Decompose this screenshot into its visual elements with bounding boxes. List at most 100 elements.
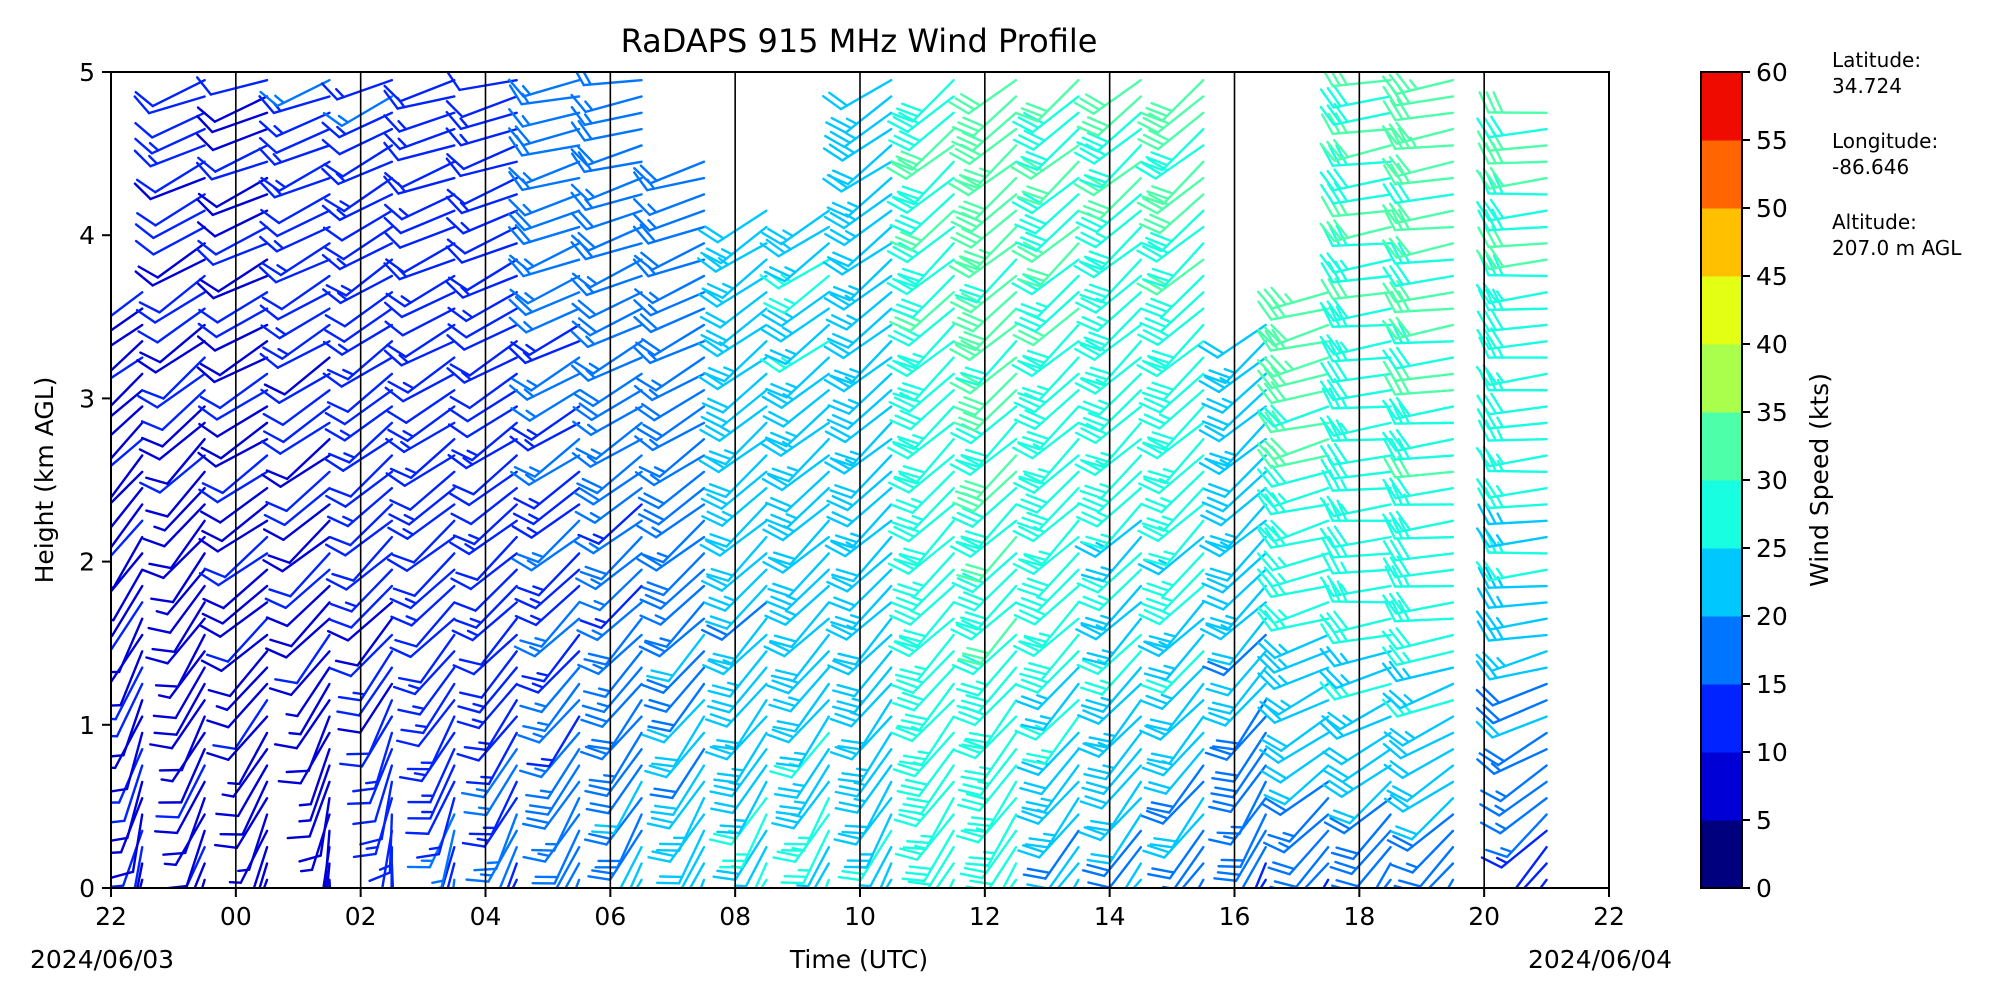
wind-barb (1381, 644, 1455, 667)
wind-barb (636, 405, 706, 442)
wind-barb (1138, 454, 1205, 495)
wind-barb (703, 568, 768, 612)
wind-barb (1015, 568, 1080, 613)
wind-barb (700, 601, 768, 641)
wind-barb (1476, 619, 1548, 642)
wind-barb (196, 193, 269, 217)
wind-barb (634, 274, 706, 305)
colorbar-tick-label: 25 (1756, 534, 1788, 563)
wind-barb (286, 780, 331, 840)
wind-barb (133, 846, 144, 888)
wind-barb (261, 242, 331, 277)
wind-barb (1476, 392, 1548, 416)
wind-barb (511, 356, 581, 392)
wind-barb (1203, 454, 1267, 498)
wind-barb (1138, 193, 1205, 235)
wind-barb (713, 731, 768, 784)
wind-barb (195, 160, 269, 181)
wind-barb (898, 764, 955, 815)
wind-barb (894, 813, 955, 861)
wind-barb (396, 699, 456, 748)
wind-barb (1200, 486, 1267, 527)
wind-barb (766, 650, 830, 695)
wind-barb (1217, 813, 1267, 869)
wind-barb (1257, 437, 1330, 461)
wind-barb (449, 519, 518, 556)
wind-barb (572, 389, 643, 422)
wind-barb (1476, 748, 1548, 775)
wind-barb (394, 601, 456, 648)
wind-barb (258, 127, 331, 154)
wind-barb (576, 454, 643, 495)
wind-barb (111, 438, 144, 468)
wind-barb (509, 274, 581, 305)
wind-barb (522, 682, 581, 732)
wind-barb (508, 193, 581, 217)
wind-barb (649, 748, 706, 800)
wind-barb (1204, 715, 1267, 761)
wind-barb (1136, 258, 1205, 296)
wind-barb (571, 438, 643, 468)
wind-barb (583, 797, 643, 846)
wind-barb (263, 356, 331, 396)
wind-barb (329, 633, 394, 678)
wind-barb (516, 519, 581, 564)
wind-barb (446, 72, 518, 92)
wind-barb (1475, 282, 1548, 305)
wind-barb (386, 389, 456, 424)
wind-barb (1078, 176, 1143, 221)
wind-barb (111, 307, 144, 332)
wind-barb (960, 731, 1018, 782)
wind-barb (1328, 780, 1392, 825)
wind-barb (1382, 682, 1455, 710)
wind-barb (570, 176, 643, 202)
wind-barb (1476, 476, 1548, 499)
wind-barb (571, 307, 643, 337)
wind-barb (111, 699, 144, 758)
colorbar-tick-label: 15 (1756, 670, 1788, 699)
wind-barb (1381, 154, 1455, 178)
wind-barb (572, 405, 643, 437)
wind-barb (346, 748, 394, 805)
wind-barb (446, 862, 456, 888)
wind-barb (1014, 209, 1080, 252)
wind-barb (1489, 846, 1548, 888)
wind-barb (1303, 862, 1330, 888)
wind-barb (198, 470, 269, 504)
wind-barb (901, 829, 955, 883)
wind-barb (825, 95, 893, 134)
wind-barb (133, 144, 206, 168)
wind-barb (389, 617, 456, 659)
wind-barb (111, 666, 144, 721)
x-tick-label: 16 (1219, 902, 1251, 931)
wind-barb (145, 470, 206, 518)
wind-barb (385, 454, 456, 487)
wind-barb (765, 356, 830, 399)
wind-barb (892, 731, 955, 778)
wind-barb (892, 552, 955, 598)
y-tick-label: 4 (79, 221, 95, 250)
wind-barb (215, 764, 269, 818)
wind-barb (1199, 601, 1267, 641)
wind-barb (633, 307, 706, 334)
wind-barb (766, 438, 830, 483)
wind-barb (594, 813, 643, 869)
wind-barb (1020, 682, 1080, 732)
wind-barb (888, 454, 955, 494)
wind-barb (892, 405, 955, 451)
wind-barb (1079, 764, 1143, 810)
wind-barb (1079, 650, 1143, 696)
wind-barb (153, 486, 206, 532)
wind-barb (440, 846, 456, 888)
wind-barb (1013, 389, 1080, 430)
wind-barb (519, 731, 581, 779)
wind-barb (719, 813, 768, 869)
wind-barb (139, 323, 206, 364)
wind-barb (1319, 646, 1392, 668)
wind-barb (431, 829, 456, 888)
wind-barb (949, 356, 1018, 395)
wind-barb (1382, 428, 1455, 452)
wind-barb (829, 715, 893, 761)
wind-barb (1074, 356, 1143, 395)
wind-barb (571, 258, 643, 289)
